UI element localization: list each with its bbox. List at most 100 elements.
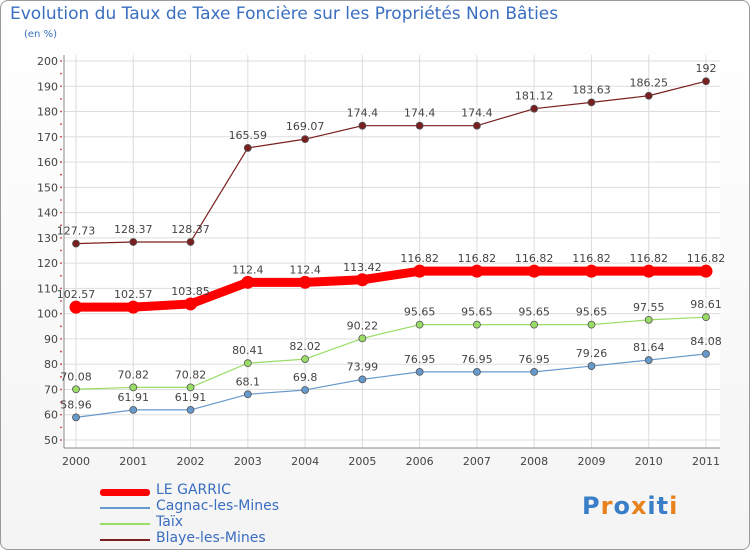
data-label-le-garric: 102.57 <box>114 288 153 301</box>
data-label-le-garric: 116.82 <box>687 252 726 265</box>
series-line-le-garric <box>71 266 711 312</box>
data-label-cagnac-les-mines: 61.91 <box>175 391 207 404</box>
x-tick-label: 2010 <box>635 455 663 468</box>
data-label-blaye-les-mines: 165.59 <box>229 129 268 142</box>
data-point-blaye-les-mines <box>530 104 539 113</box>
plot-area <box>64 55 720 448</box>
x-tick-label: 2002 <box>177 455 205 468</box>
data-point-blaye-les-mines <box>702 77 710 86</box>
data-label-cagnac-les-mines: 69.8 <box>293 371 318 384</box>
data-point-blaye-les-mines <box>358 121 367 130</box>
y-tick-label: 60 <box>44 409 58 422</box>
data-label-taix: 80.41 <box>232 344 264 357</box>
data-point-cagnac-les-mines <box>587 362 596 370</box>
data-label-blaye-les-mines: 174.4 <box>404 107 436 120</box>
data-label-cagnac-les-mines: 81.64 <box>633 341 665 354</box>
y-minor-tick <box>60 338 62 340</box>
data-label-blaye-les-mines: 169.07 <box>286 120 325 133</box>
x-tick-label: 2001 <box>119 455 147 468</box>
data-label-cagnac-les-mines: 76.95 <box>461 353 493 366</box>
legend-label: Cagnac-les-Mines <box>156 498 280 514</box>
logo-letter: x <box>630 492 648 520</box>
data-point-le-garric <box>584 264 598 278</box>
data-label-taix: 90.22 <box>347 319 379 332</box>
y-tick-label: 150 <box>37 181 58 194</box>
data-point-le-garric <box>69 300 83 314</box>
x-tick-label: 2003 <box>234 455 262 468</box>
data-point-taix <box>473 320 481 329</box>
y-minor-tick <box>60 439 62 441</box>
x-tick-label: 2007 <box>463 455 491 468</box>
data-label-taix: 95.65 <box>518 306 550 319</box>
y-minor-tick <box>60 426 62 429</box>
data-point-le-garric <box>355 273 369 287</box>
data-label-blaye-les-mines: 128.37 <box>171 223 210 236</box>
data-label-le-garric: 116.82 <box>400 252 439 265</box>
data-point-taix <box>186 383 195 392</box>
y-tick-label: 120 <box>37 257 58 270</box>
y-minor-tick <box>60 123 62 126</box>
data-point-cagnac-les-mines <box>473 368 481 376</box>
proxiti-logo: Proxiti <box>582 492 678 520</box>
data-label-taix: 95.65 <box>404 306 436 319</box>
y-tick-label: 140 <box>37 207 58 220</box>
data-point-cagnac-les-mines <box>243 390 252 399</box>
series-line-cagnac-les-mines <box>75 353 707 418</box>
data-label-blaye-les-mines: 186.25 <box>629 77 668 90</box>
y-tick-label: 170 <box>37 131 58 144</box>
y-minor-tick <box>60 211 62 214</box>
data-label-cagnac-les-mines: 76.95 <box>404 353 436 366</box>
y-minor-tick <box>60 325 62 328</box>
y-minor-tick <box>60 236 62 239</box>
y-tick-label: 90 <box>44 333 58 346</box>
data-point-le-garric <box>241 275 255 289</box>
data-label-le-garric: 116.82 <box>572 252 611 265</box>
data-label-blaye-les-mines: 128.37 <box>114 223 153 236</box>
series-line-blaye-les-mines <box>75 80 707 245</box>
y-minor-tick <box>60 148 62 151</box>
y-tick-label: 160 <box>37 156 58 169</box>
data-point-blaye-les-mines <box>415 121 424 130</box>
data-point-taix <box>587 320 596 329</box>
data-point-cagnac-les-mines <box>186 406 195 414</box>
y-tick-label: 80 <box>44 358 58 371</box>
legend-label: LE GARRIC <box>156 482 231 498</box>
x-tick-label: 2005 <box>348 455 376 468</box>
data-point-cagnac-les-mines <box>644 356 653 364</box>
data-label-le-garric: 116.82 <box>515 252 554 265</box>
data-point-taix <box>530 320 539 329</box>
data-point-le-garric <box>527 264 541 278</box>
logo-letter: t <box>656 492 670 520</box>
logo-letter: i <box>647 492 657 520</box>
data-label-blaye-les-mines: 174.4 <box>347 107 379 120</box>
data-point-cagnac-les-mines <box>72 413 80 422</box>
y-tick-label: 190 <box>37 80 58 93</box>
legend-swatch <box>100 539 150 541</box>
x-tick-label: 2004 <box>291 455 319 468</box>
y-minor-tick <box>60 98 62 100</box>
data-label-taix: 70.08 <box>60 370 92 383</box>
data-label-taix: 97.55 <box>633 301 665 314</box>
data-label-cagnac-les-mines: 61.91 <box>118 391 150 404</box>
y-tick-label: 180 <box>37 106 58 119</box>
data-point-taix <box>129 383 138 392</box>
data-point-blaye-les-mines <box>473 121 481 130</box>
data-label-cagnac-les-mines: 76.95 <box>518 353 550 366</box>
data-label-taix: 95.65 <box>461 306 493 319</box>
data-point-blaye-les-mines <box>301 135 309 144</box>
data-point-blaye-les-mines <box>587 98 596 107</box>
legend-swatch <box>100 523 150 525</box>
data-label-le-garric: 103.85 <box>171 285 210 298</box>
data-point-taix <box>243 359 252 368</box>
y-minor-tick <box>60 300 62 302</box>
data-label-blaye-les-mines: 192 <box>696 62 717 75</box>
data-point-taix <box>702 313 710 322</box>
data-label-blaye-les-mines: 183.63 <box>572 83 611 96</box>
data-label-le-garric: 116.82 <box>458 252 497 265</box>
data-label-blaye-les-mines: 127.73 <box>57 225 96 238</box>
data-point-cagnac-les-mines <box>702 349 710 358</box>
data-point-taix <box>301 355 309 363</box>
y-tick-label: 100 <box>37 308 58 321</box>
y-minor-tick <box>60 249 62 252</box>
